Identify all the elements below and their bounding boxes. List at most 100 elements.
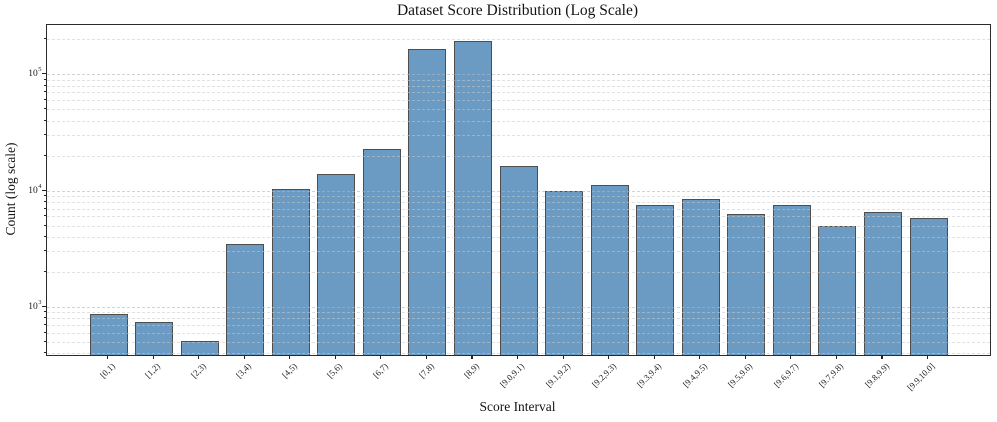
x-tick-label-text: [9.4,9.5) [680,361,709,390]
gridline-major [47,306,990,308]
y-minor-tick [43,352,46,354]
bar [89,313,128,355]
gridline-minor [47,135,990,136]
gridline-minor [47,120,990,122]
bar [453,40,492,355]
y-minor-tick [43,340,46,342]
x-tick-label-text: [3,4) [234,361,254,380]
y-minor-tick [43,317,46,319]
x-tick-label-text: [9.3,9.4) [634,361,664,390]
y-minor-tick [43,99,46,101]
x-tick-label-text: [9.6,9.7) [771,361,800,390]
bar [909,218,948,355]
x-tick [425,355,428,359]
x-tick-label-text: [9.5,9.6) [726,361,755,390]
gridline-major [47,190,990,192]
x-tick [517,355,519,359]
bar [180,340,219,355]
x-tick-label-text: [9.8,9.9) [862,361,891,390]
y-minor-tick [43,207,46,209]
gridline-minor [47,236,990,238]
gridline-minor [47,312,990,314]
y-tick-label: 103 [28,298,42,312]
y-minor-tick [43,91,46,93]
bar [863,211,902,355]
gridline-minor [47,208,990,210]
y-tick-label: 105 [28,66,42,80]
x-tick-label-text: [9.0,9.1) [498,361,527,390]
y-minor-tick [43,38,46,40]
gridline-minor [47,318,990,320]
x-axis-label: Score Interval [479,399,556,414]
y-minor-tick [43,194,46,196]
x-tick [744,355,746,359]
gridline-minor [47,109,990,111]
x-tick-label-text: [7,8) [416,361,436,380]
bar [636,205,675,355]
gridline-minor [47,353,990,355]
x-tick [608,355,610,359]
y-minor-tick [43,119,46,121]
gridline-minor [47,100,990,101]
y-minor-tick [43,250,46,252]
x-tick-label-text: [9.9,10.0] [905,361,937,393]
gridline-minor [47,79,990,81]
bar [681,198,720,355]
gridline-minor [47,92,990,94]
gridline-minor [47,225,990,227]
gridline-minor [47,155,990,157]
gridline-minor [47,324,990,326]
y-major-tick [41,305,46,307]
x-tick [152,355,154,359]
x-tick [243,355,245,359]
x-tick [198,355,200,359]
x-tick-label-text: [6,7) [370,361,390,380]
plot-area [46,24,991,356]
x-tick-label-text: [9.1,9.2) [543,361,573,390]
gridline-minor [47,341,990,343]
y-major-tick [41,189,46,191]
y-minor-tick [43,331,46,333]
y-minor-tick [43,215,46,217]
x-tick-label-text: [0,1) [97,361,117,380]
gridline-minor [47,195,990,197]
x-tick-label-text: [5,6) [325,361,345,380]
bar [590,185,629,355]
gridline-major [47,74,990,76]
x-tick-label-text: [9.7,9.8) [817,361,846,390]
x-tick [927,355,929,359]
x-tick [107,355,109,359]
y-tick-label: 104 [28,182,42,196]
gridline-minor [47,85,990,87]
x-tick-label-text: [8,9) [461,361,481,380]
x-tick [562,355,564,359]
gridline-minor [47,251,990,253]
x-tick [289,355,291,359]
bar [772,205,811,355]
bar [727,213,766,355]
y-minor-tick [43,235,46,237]
bar [226,243,265,355]
bar [818,225,857,355]
y-minor-tick [43,311,46,313]
x-tick [699,355,701,359]
chart-title: Dataset Score Distribution (Log Scale) [396,2,639,19]
gridline-minor [47,271,990,273]
x-tick [653,355,655,359]
bar [499,165,538,355]
y-minor-tick [43,84,46,86]
y-minor-tick [43,108,46,110]
x-tick [835,355,838,359]
x-tick-label-text: [1,2) [143,361,163,380]
x-tick [380,355,382,359]
x-tick [334,355,336,359]
x-tick-label-text: [4,5) [279,361,299,380]
x-tick [471,355,473,359]
y-minor-tick [43,78,46,80]
y-minor-tick [43,270,46,272]
y-major-tick [41,73,46,75]
y-minor-tick [43,154,46,156]
x-tick [881,355,883,359]
y-minor-tick [43,200,46,202]
